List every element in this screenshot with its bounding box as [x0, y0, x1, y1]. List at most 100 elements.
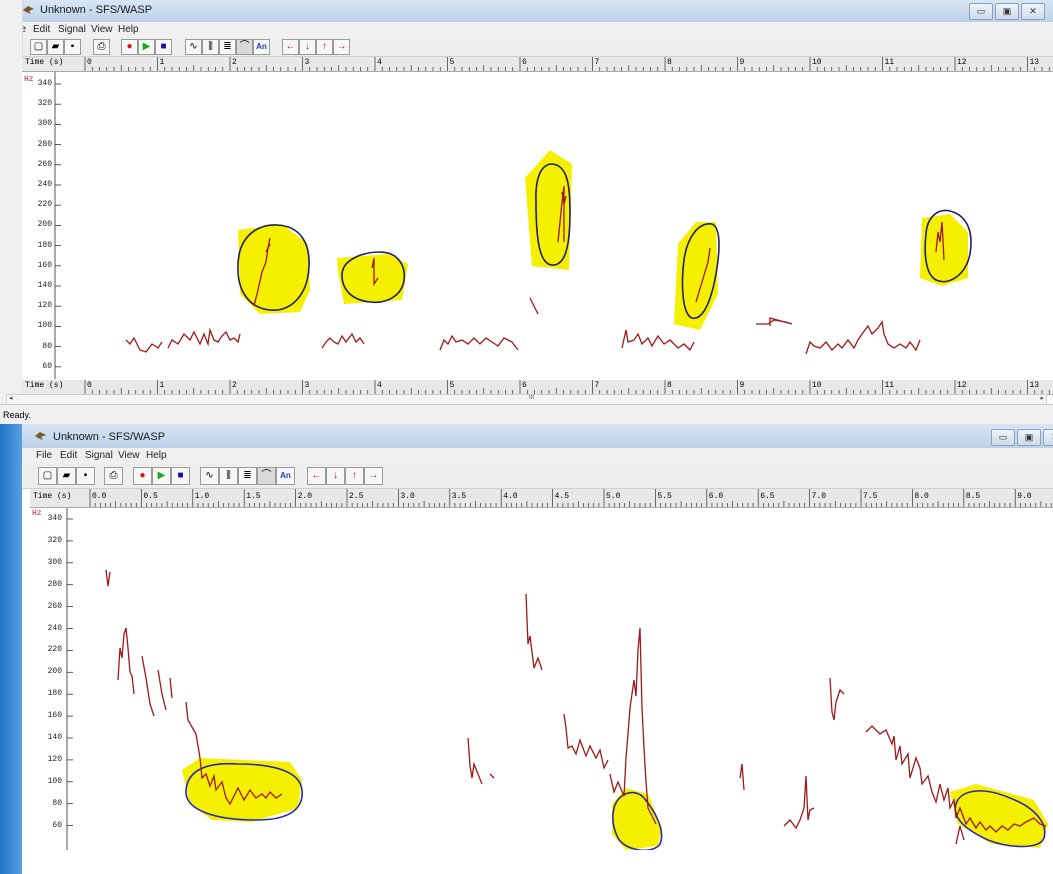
highlight-3	[525, 150, 572, 270]
save-icon[interactable]: ▪	[76, 467, 95, 485]
annotate-icon[interactable]: An	[253, 39, 270, 55]
play-icon[interactable]: ▶	[138, 39, 155, 55]
y-tick-label: 200	[47, 667, 62, 677]
time-axis-label: Time (s)	[25, 58, 64, 67]
close-button[interactable]: ✕	[1021, 3, 1045, 20]
wasp-window-top: Unknown - SFS/WASP ▭ ▣ ✕ File Edit Signa…	[0, 0, 1053, 424]
record-icon[interactable]: ●	[121, 39, 138, 55]
arrow-down-icon[interactable]: ↓	[326, 467, 345, 485]
window-title: Unknown - SFS/WASP	[53, 431, 166, 443]
pitch-track-svg	[54, 72, 972, 379]
arrow-up-icon[interactable]: ↑	[345, 467, 364, 485]
time-tick-label: 5	[449, 381, 455, 390]
menu-signal[interactable]: Signal	[85, 450, 113, 461]
y-tick-label: 160	[37, 260, 52, 270]
time-tick-label: 1.0	[194, 492, 210, 501]
arrow-right-icon[interactable]: →	[364, 467, 383, 485]
y-tick-label: 280	[47, 579, 62, 589]
time-tick-label: 10	[812, 58, 822, 67]
stop-icon[interactable]: ■	[155, 39, 172, 55]
pitch-icon[interactable]: ⌒	[236, 39, 253, 55]
open-icon[interactable]: ▰	[47, 39, 64, 55]
spectrogram-icon[interactable]: ⫼	[202, 39, 219, 55]
open-icon[interactable]: ▰	[57, 467, 76, 485]
menu-help[interactable]: Help	[118, 24, 139, 35]
pitch-icon[interactable]: ⌒	[257, 467, 276, 485]
y-tick-label: 140	[37, 281, 52, 290]
print-icon[interactable]: ⎙	[93, 39, 110, 55]
menu-bar: File Edit Signal View Help	[0, 448, 1053, 464]
time-tick-label: 3.0	[400, 492, 415, 501]
highlight-3	[950, 784, 1048, 848]
scroll-thumb-grip[interactable]: III	[529, 395, 535, 401]
arrow-left-icon[interactable]: ←	[307, 467, 326, 485]
status-bar: Ready.	[0, 404, 1053, 424]
arrow-right-icon[interactable]: →	[333, 39, 350, 55]
menu-bar: File Edit Signal View Help	[0, 22, 1053, 38]
time-tick-label: 7	[594, 58, 600, 67]
waveform-icon[interactable]: ∿	[185, 39, 202, 55]
pitch-track-svg	[66, 508, 1048, 850]
y-tick-label: 140	[47, 733, 62, 742]
hz-unit-label: Hz	[32, 509, 42, 518]
wasp-window-bottom: Unknown - SFS/WASP ▭ ▣ ✕ File Edit Signa…	[0, 424, 1053, 874]
time-ruler-top: Time (s) 0 1 2 3 4 5 6 7 8 9 10 11 12 13	[22, 57, 1053, 72]
new-icon[interactable]: ▢	[38, 467, 57, 485]
arrow-left-icon[interactable]: ←	[282, 39, 299, 55]
print-icon[interactable]: ⎙	[104, 467, 123, 485]
y-tick-label: 300	[37, 119, 52, 129]
maximize-button[interactable]: ▣	[1017, 429, 1041, 446]
lines-icon[interactable]: ≣	[238, 467, 257, 485]
y-tick-label: 180	[37, 240, 52, 250]
spectrogram-icon[interactable]: ⫼	[219, 467, 238, 485]
y-tick-label: 280	[37, 139, 52, 149]
time-tick-label: 13	[1029, 381, 1040, 390]
menu-edit[interactable]: Edit	[60, 450, 78, 461]
time-tick-label: 6	[522, 381, 527, 390]
time-tick-label: 13	[1029, 58, 1040, 67]
waveform-icon[interactable]: ∿	[200, 467, 219, 485]
y-tick-label: 60	[42, 361, 52, 371]
stop-icon[interactable]: ■	[171, 467, 190, 485]
time-axis-label-bottom: Time (s)	[25, 381, 64, 390]
circle-4	[681, 223, 720, 319]
time-tick-label: 0.0	[92, 492, 107, 501]
menu-signal[interactable]: Signal	[58, 24, 86, 35]
maximize-button[interactable]: ▣	[995, 3, 1019, 20]
minimize-button[interactable]: ▭	[969, 3, 993, 20]
pitch-plot-area: Hz 340 320 300 280 260 240 220 200 180 160 140 120 1…	[30, 508, 1053, 850]
time-tick-label: 6.0	[708, 492, 724, 501]
y-tick-label: 320	[37, 99, 52, 109]
scroll-right-icon[interactable]: ▸	[1040, 395, 1044, 402]
left-margin	[0, 0, 23, 424]
menu-edit[interactable]: Edit	[33, 24, 51, 35]
time-tick-label: 5.5	[657, 492, 672, 501]
time-tick-label: 4	[377, 381, 382, 390]
close-button[interactable]: ✕	[1043, 429, 1053, 446]
time-ruler-ticks	[84, 57, 1050, 71]
time-tick-label: 3.5	[451, 492, 467, 501]
lines-icon[interactable]: ≣	[219, 39, 236, 55]
save-icon[interactable]: ▪	[64, 39, 81, 55]
time-tick-label: 1.5	[246, 492, 261, 501]
y-tick-label: 340	[47, 514, 62, 523]
scroll-left-icon[interactable]: ◂	[9, 395, 13, 402]
time-tick-label: 2	[232, 381, 237, 390]
play-icon[interactable]: ▶	[152, 467, 171, 485]
time-tick-label: 11	[884, 58, 895, 67]
arrow-down-icon[interactable]: ↓	[299, 39, 316, 55]
menu-view[interactable]: View	[118, 450, 140, 461]
new-icon[interactable]: ▢	[30, 39, 47, 55]
minimize-button[interactable]: ▭	[991, 429, 1015, 446]
menu-help[interactable]: Help	[146, 450, 167, 461]
menu-view[interactable]: View	[91, 24, 113, 35]
time-tick-label: 3	[304, 58, 310, 67]
time-tick-label: 4	[377, 58, 382, 67]
annotate-icon[interactable]: An	[276, 467, 295, 485]
menu-file[interactable]: File	[36, 450, 53, 461]
record-icon[interactable]: ●	[133, 467, 152, 485]
hz-unit-label: Hz	[24, 75, 34, 84]
arrow-up-icon[interactable]: ↑	[316, 39, 333, 55]
time-tick-label: 0	[87, 58, 92, 67]
time-tick-label: 0	[87, 381, 92, 390]
